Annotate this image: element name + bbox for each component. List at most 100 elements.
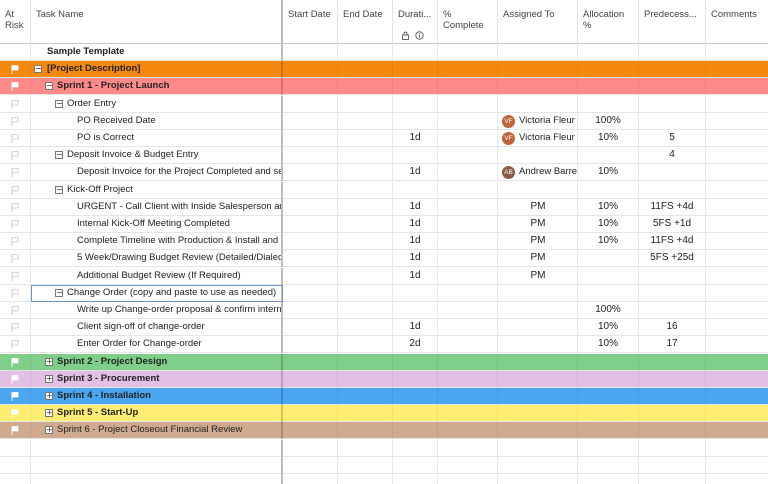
assigned-to-cell[interactable] <box>498 147 578 165</box>
empty-cell[interactable] <box>283 456 338 474</box>
pct-complete-cell[interactable] <box>438 336 498 354</box>
start-date-cell[interactable] <box>283 233 338 251</box>
end-date-cell[interactable] <box>338 181 393 199</box>
assigned-to-cell[interactable] <box>498 284 578 302</box>
assigned-to-cell[interactable]: PM <box>498 233 578 251</box>
pct-complete-cell[interactable] <box>438 319 498 337</box>
at-risk-cell[interactable] <box>0 405 31 423</box>
at-risk-cell[interactable] <box>0 250 31 268</box>
flag-icon[interactable] <box>11 392 19 401</box>
duration-cell[interactable]: 1d <box>393 319 438 337</box>
table-row[interactable]: + Sprint 6 - Project Closeout Financial R… <box>0 422 768 440</box>
empty-row[interactable] <box>0 439 768 457</box>
allocation-cell[interactable] <box>578 267 639 285</box>
flag-icon[interactable] <box>11 237 19 247</box>
at-risk-cell[interactable] <box>0 267 31 285</box>
duration-cell[interactable] <box>393 302 438 319</box>
empty-cell[interactable] <box>393 439 438 457</box>
flag-icon[interactable] <box>11 271 19 281</box>
flag-icon[interactable] <box>11 357 19 367</box>
predecessors-cell[interactable]: 11FS +4d <box>639 233 706 251</box>
table-row[interactable]: − Deposit Invoice & Budget Entry 4 <box>0 147 768 165</box>
comments-cell[interactable] <box>706 61 768 78</box>
comments-cell[interactable] <box>706 147 768 164</box>
table-row[interactable]: − Sprint 1 - Project Launch <box>0 78 768 96</box>
table-row[interactable]: − Order Entry <box>0 95 768 113</box>
task-name-cell[interactable]: 5 Week/Drawing Budget Review (Detailed/D… <box>31 250 283 268</box>
predecessors-cell[interactable]: 17 <box>639 336 706 354</box>
duration-cell[interactable]: 1d <box>393 198 438 216</box>
task-name-cell[interactable]: Client sign-off of change-order <box>31 319 283 337</box>
column-header-allocation[interactable]: Allocation % <box>578 0 639 44</box>
allocation-cell[interactable]: 100% <box>578 302 639 319</box>
assigned-to-cell[interactable] <box>498 78 578 96</box>
flag-icon[interactable] <box>11 134 19 143</box>
empty-cell[interactable] <box>578 439 639 457</box>
table-row[interactable]: Internal Kick-Off Meeting Completed 1d PM 1… <box>0 216 768 233</box>
empty-row[interactable] <box>0 456 768 474</box>
comments-cell[interactable] <box>706 336 768 353</box>
start-date-cell[interactable] <box>283 422 338 440</box>
comments-cell[interactable] <box>706 96 768 113</box>
end-date-cell[interactable] <box>338 78 393 96</box>
predecessors-cell[interactable] <box>639 95 706 113</box>
task-name-cell[interactable]: URGENT - Call Client with Inside Salespe… <box>31 198 283 216</box>
predecessors-cell[interactable]: 5FS +25d <box>639 250 706 268</box>
allocation-cell[interactable]: 10% <box>578 336 639 354</box>
comments-cell[interactable] <box>706 44 768 61</box>
at-risk-cell[interactable] <box>0 370 31 388</box>
table-row[interactable]: PO is Correct 1d VF Victoria Fleur 10% 5 <box>0 130 768 147</box>
task-name-cell[interactable]: PO is Correct <box>31 130 283 147</box>
task-name-cell[interactable]: − Change Order (copy and paste to use as … <box>31 284 283 302</box>
empty-cell[interactable] <box>438 439 498 457</box>
duration-cell[interactable] <box>393 370 438 388</box>
allocation-cell[interactable]: 10% <box>578 319 639 337</box>
empty-cell[interactable] <box>639 474 706 484</box>
column-header-pct-complete[interactable]: % Complete <box>438 0 498 44</box>
pct-complete-cell[interactable] <box>438 370 498 388</box>
pct-complete-cell[interactable] <box>438 302 498 319</box>
task-name-cell[interactable]: Enter Order for Change-order <box>31 336 283 354</box>
duration-cell[interactable]: 1d <box>393 130 438 147</box>
start-date-cell[interactable] <box>283 44 338 61</box>
task-name-cell[interactable]: Write up Change-order proposal & confirm… <box>31 302 283 319</box>
allocation-cell[interactable] <box>578 353 639 371</box>
flag-icon[interactable] <box>11 220 19 229</box>
at-risk-cell[interactable] <box>0 95 31 113</box>
allocation-cell[interactable] <box>578 147 639 165</box>
comments-cell[interactable] <box>706 78 768 95</box>
predecessors-cell[interactable] <box>639 284 706 302</box>
at-risk-cell[interactable] <box>0 198 31 216</box>
task-name-cell[interactable]: + Sprint 3 - Procurement <box>31 370 283 388</box>
column-header-assigned-to[interactable]: Assigned To <box>498 0 578 44</box>
end-date-cell[interactable] <box>338 44 393 61</box>
comments-cell[interactable] <box>706 233 768 250</box>
empty-cell[interactable] <box>639 456 706 474</box>
duration-cell[interactable] <box>393 284 438 302</box>
flag-icon[interactable] <box>11 185 19 195</box>
flag-icon[interactable] <box>11 374 19 384</box>
empty-cell[interactable] <box>578 474 639 484</box>
assigned-to-cell[interactable] <box>498 370 578 388</box>
comments-cell[interactable] <box>706 285 768 302</box>
end-date-cell[interactable] <box>338 336 393 354</box>
comments-cell[interactable] <box>706 216 768 233</box>
assigned-to-cell[interactable] <box>498 181 578 199</box>
collapse-toggle-icon[interactable]: − <box>55 287 63 297</box>
expand-toggle-icon[interactable]: + <box>45 425 53 435</box>
flag-icon[interactable] <box>11 426 19 436</box>
assigned-to-cell[interactable]: PM <box>498 198 578 216</box>
at-risk-cell[interactable] <box>0 233 31 251</box>
collapse-toggle-icon[interactable]: − <box>55 98 63 108</box>
table-row[interactable]: − Change Order (copy and paste to use as … <box>0 284 768 302</box>
table-row[interactable]: Additional Budget Review (If Required) 1d… <box>0 267 768 285</box>
allocation-cell[interactable] <box>578 422 639 440</box>
empty-cell[interactable] <box>338 439 393 457</box>
at-risk-cell[interactable] <box>0 388 31 405</box>
end-date-cell[interactable] <box>338 422 393 440</box>
at-risk-cell[interactable] <box>0 181 31 199</box>
task-name-cell[interactable]: − Order Entry <box>31 95 283 113</box>
table-row[interactable]: Client sign-off of change-order 1d 10% 16 <box>0 319 768 337</box>
end-date-cell[interactable] <box>338 130 393 147</box>
duration-cell[interactable]: 2d <box>393 336 438 354</box>
